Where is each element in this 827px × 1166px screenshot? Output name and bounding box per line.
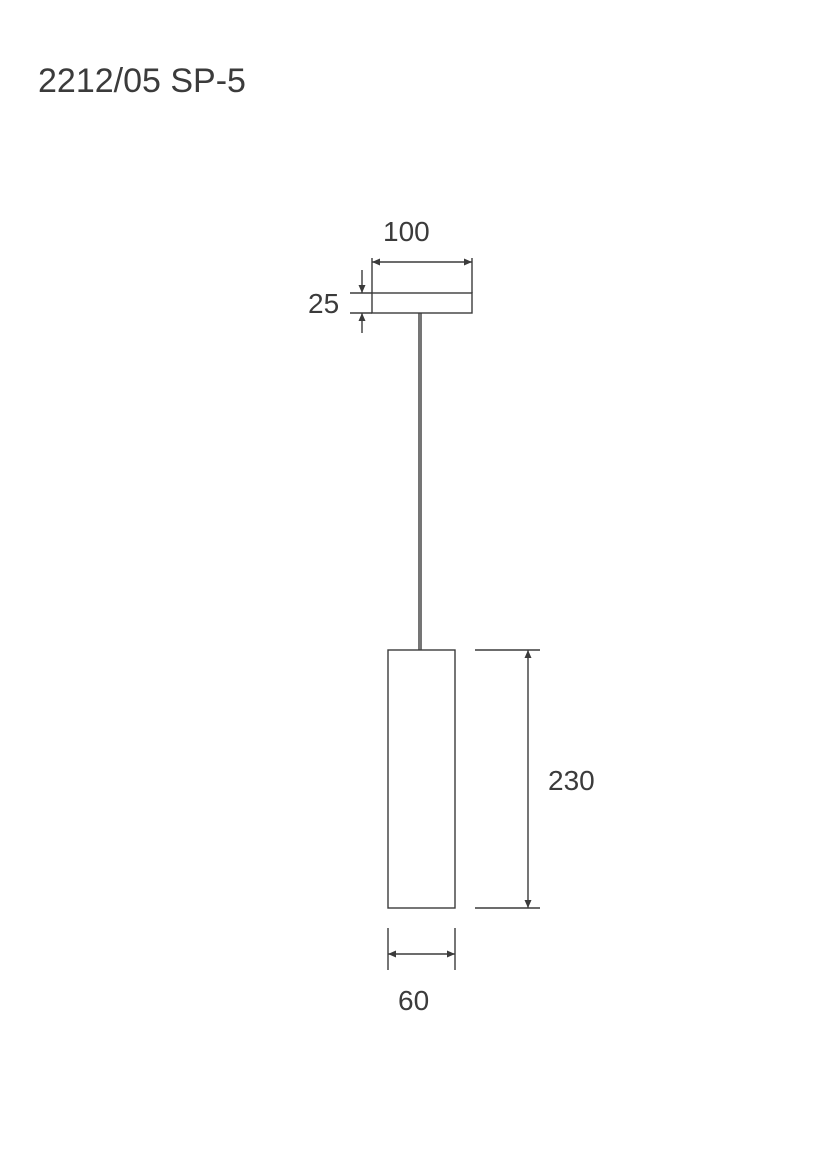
product-title: 2212/05 SP-5 — [38, 62, 246, 101]
dim-canopy-height-label: 25 — [308, 288, 339, 320]
dim-canopy-width-label: 100 — [383, 216, 430, 248]
dim-cylinder-height-label: 230 — [548, 765, 595, 797]
dim-cylinder-width-label: 60 — [398, 985, 429, 1017]
